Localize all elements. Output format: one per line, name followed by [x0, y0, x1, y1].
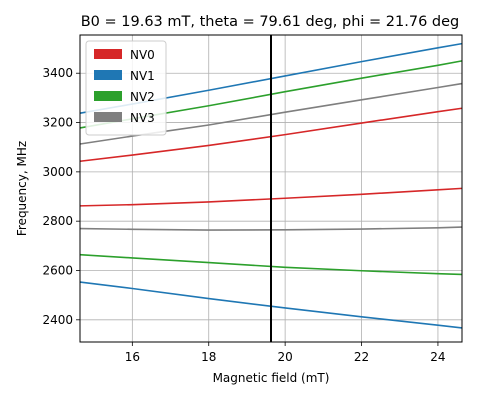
legend-label-nv2: NV2: [130, 90, 155, 104]
series-line-nv1: [79, 281, 463, 329]
x-tick-label: 16: [125, 350, 140, 364]
y-tick-label: 2600: [42, 263, 73, 277]
y-tick-label: 3200: [42, 116, 73, 130]
series-line-nv0: [79, 107, 463, 163]
y-tick-label: 2800: [42, 214, 73, 228]
legend-swatch-nv1: [94, 70, 122, 80]
legend-label-nv1: NV1: [130, 69, 155, 83]
legend-label-nv3: NV3: [130, 111, 155, 125]
legend-label-nv0: NV0: [130, 48, 155, 62]
legend-swatch-nv3: [94, 112, 122, 122]
axes-frame: [79, 34, 463, 343]
y-axis-label: Frequency, MHz: [15, 141, 29, 236]
series-line-nv3: [79, 82, 463, 145]
x-axis-label: Magnetic field (mT): [213, 371, 330, 385]
chart-title: B0 = 19.63 mT, theta = 79.61 deg, phi = …: [81, 14, 460, 30]
legend-swatch-nv0: [94, 49, 122, 59]
series-line-nv3: [79, 226, 463, 231]
x-tick-label: 22: [354, 350, 369, 364]
x-tick-label: 18: [201, 350, 216, 364]
legend-swatch-nv2: [94, 91, 122, 101]
series-line-nv0: [79, 187, 463, 207]
x-tick-label: 24: [430, 350, 445, 364]
x-tick-label: 20: [277, 350, 292, 364]
y-tick-label: 3400: [42, 66, 73, 80]
y-axis-ticks: 2400 2600 2800 3000 3200 3400: [42, 66, 80, 327]
y-tick-label: 2400: [42, 313, 73, 327]
legend-box: [85, 40, 167, 136]
y-tick-label: 3000: [42, 165, 73, 179]
series-line-nv2: [79, 253, 463, 276]
legend: NV0 NV1 NV2 NV3: [85, 40, 167, 136]
x-axis-ticks: 16 18 20 22 24: [125, 342, 446, 364]
